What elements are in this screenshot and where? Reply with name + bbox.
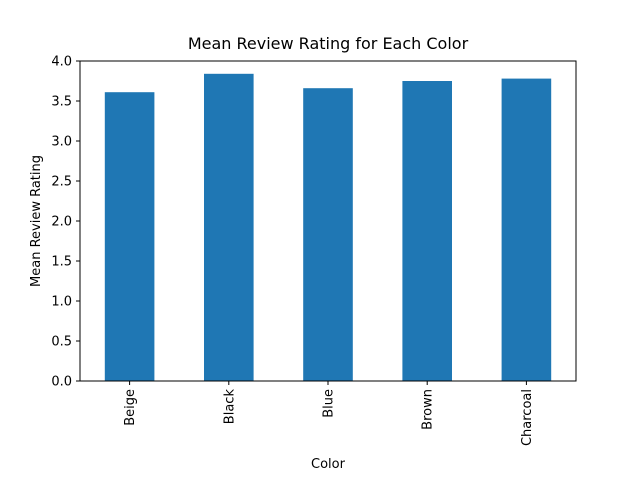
y-tick-label: 4.0 xyxy=(51,55,72,70)
y-tick-label: 2.0 xyxy=(51,215,72,230)
y-tick-label: 3.0 xyxy=(51,135,72,150)
chart-title: Mean Review Rating for Each Color xyxy=(188,34,469,53)
y-tick-label: 0.5 xyxy=(51,335,72,350)
plot-frame xyxy=(79,60,577,382)
x-tick-label-brown: Brown xyxy=(421,389,436,430)
x-tick-label-black: Black xyxy=(222,389,237,425)
bar-charcoal xyxy=(501,78,552,381)
bars-group xyxy=(104,73,552,382)
bar-blue xyxy=(303,88,353,381)
y-tick-label: 0.0 xyxy=(51,375,72,390)
y-axis: 0.0 0.5 1.0 1.5 2.0 2.5 3.0 3.5 4.0 xyxy=(51,55,80,390)
x-tick-label-charcoal: Charcoal xyxy=(520,389,535,446)
bar-black xyxy=(204,73,254,382)
y-axis-label: Mean Review Rating xyxy=(29,155,44,287)
y-tick-label: 1.5 xyxy=(51,255,72,270)
x-tick-label-blue: Blue xyxy=(322,389,337,418)
bar-brown xyxy=(402,81,452,381)
y-tick-label: 2.5 xyxy=(51,175,72,190)
x-axis: Beige Black Blue Brown Charcoal xyxy=(123,381,535,446)
x-axis-label: Color xyxy=(311,457,346,472)
bar-beige xyxy=(104,92,155,381)
x-tick-label-beige: Beige xyxy=(123,389,138,426)
y-tick-label: 1.0 xyxy=(51,295,72,310)
y-tick-label: 3.5 xyxy=(51,95,72,110)
